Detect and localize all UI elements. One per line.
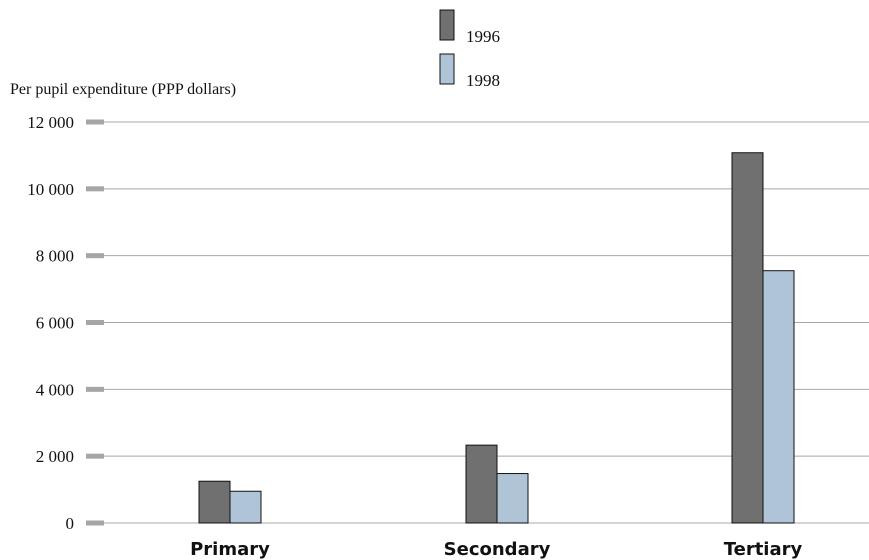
y-tick-label: 2 000 <box>36 447 74 466</box>
y-tick-mark <box>86 119 104 125</box>
x-category-label: Secondary <box>444 539 551 560</box>
y-tick-label: 0 <box>66 514 75 533</box>
y-tick-mark <box>86 186 104 192</box>
y-tick-mark <box>86 386 104 392</box>
bar-primary-1996 <box>198 480 231 524</box>
y-tick-mark <box>86 253 104 259</box>
legend-swatch <box>439 9 455 41</box>
legend-swatch <box>439 53 455 85</box>
y-tick-label: 4 000 <box>36 380 74 399</box>
bar-tertiary-1996 <box>731 152 764 524</box>
legend-label: 1998 <box>466 71 500 90</box>
y-tick-label: 10 000 <box>27 180 74 199</box>
bars <box>198 152 795 524</box>
x-category-label: Primary <box>190 539 270 560</box>
y-tick-label: 8 000 <box>36 247 74 266</box>
y-tick-mark <box>86 320 104 325</box>
y-axis-ticks: 0 2 000 4 000 6 000 8 000 10 000 12 000 <box>27 113 104 533</box>
y-tick-mark <box>86 520 104 526</box>
bar-secondary-1996 <box>465 444 498 524</box>
y-tick-label: 12 000 <box>27 113 74 132</box>
bar-tertiary-1998 <box>762 270 795 524</box>
gridlines <box>104 121 869 524</box>
y-tick-mark <box>86 453 104 459</box>
bar-primary-1998 <box>229 490 262 524</box>
y-axis-label: Per pupil expenditure (PPP dollars) <box>10 81 236 98</box>
legend: 1996 1998 <box>439 9 500 90</box>
y-tick-label: 6 000 <box>36 314 74 333</box>
x-category-label: Tertiary <box>724 539 803 560</box>
bar-secondary-1998 <box>496 473 529 524</box>
legend-label: 1996 <box>466 27 500 46</box>
x-axis-labels: Primary Secondary Tertiary <box>190 539 802 560</box>
